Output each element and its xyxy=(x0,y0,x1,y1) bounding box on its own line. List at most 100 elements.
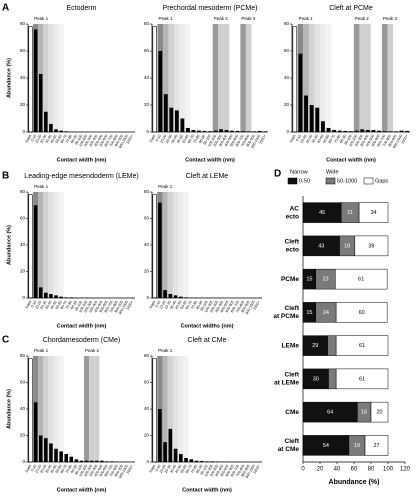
x-tick-label: 500-600 xyxy=(225,464,235,477)
peak-shade xyxy=(245,24,252,132)
bar xyxy=(354,130,359,132)
peak-shade xyxy=(240,24,246,132)
y-tick-label: 80 xyxy=(144,21,150,26)
x-tick-label: 80-90 xyxy=(70,464,78,474)
x-tick-label: 1000+ xyxy=(253,464,262,475)
bar xyxy=(44,111,48,132)
x-tick-label: 500-600 xyxy=(229,134,239,147)
value-label: 64 xyxy=(327,410,333,416)
x-tick-label: 20-30 xyxy=(164,464,172,474)
peak-label: Peak 2 xyxy=(214,16,229,21)
x-tick-label: 50-60 xyxy=(55,300,63,310)
bar xyxy=(343,130,348,132)
bar-segment xyxy=(358,202,389,223)
x-tick-label: 500-600 xyxy=(99,464,109,477)
x-tick-label: 60-70 xyxy=(187,134,195,144)
bar xyxy=(152,358,157,463)
peak-shade xyxy=(387,24,394,132)
bar xyxy=(298,53,303,133)
x-tick-label: 0-10 xyxy=(155,134,162,142)
x-tick-label: 400-500 xyxy=(224,134,234,147)
x-tick-label: 10-20 xyxy=(34,464,42,474)
y-tick-label: 80 xyxy=(20,189,26,194)
y-tick-label: 80 xyxy=(144,189,150,194)
x-tick-label: 20-30 xyxy=(39,300,47,310)
y-tick-label: 0 xyxy=(22,459,25,464)
peak-label: Peak 2 xyxy=(85,348,100,353)
x-tick-label: Gaps xyxy=(289,134,297,144)
x-tick-label: 50-60 xyxy=(182,134,190,144)
bar xyxy=(315,107,320,132)
peak-shade xyxy=(168,24,175,132)
bar xyxy=(168,428,173,462)
peak-shade xyxy=(167,356,173,462)
bar xyxy=(365,129,370,132)
x-tick-label: 70-80 xyxy=(65,464,73,474)
x-tick-label: 70-80 xyxy=(190,300,198,310)
x-tick-label: 70-80 xyxy=(65,300,73,310)
category-label: LEMe xyxy=(282,342,300,349)
x-tick-label: 60-70 xyxy=(60,300,68,310)
y-tick-label: 60 xyxy=(144,216,150,221)
x-tick-label: 200-300 xyxy=(83,300,93,313)
peak-shade xyxy=(58,356,64,462)
x-tick-label: 30-40 xyxy=(311,134,319,144)
bar xyxy=(158,51,163,132)
chart-title: Cleft at LEMe xyxy=(186,173,229,180)
value-label: 16 xyxy=(361,410,367,416)
peak-shade xyxy=(172,356,179,462)
x-tick-label: 600-700 xyxy=(104,300,114,313)
x-tick-label: Gaps xyxy=(24,300,32,310)
value-label: 61 xyxy=(359,343,365,349)
y-tick-label: 80 xyxy=(144,353,150,358)
peak-label: Peak 1 xyxy=(158,184,173,189)
bar xyxy=(320,121,325,132)
value-label: 30 xyxy=(313,376,319,382)
x-tick-label: 10-20 xyxy=(159,300,167,310)
bar-segment xyxy=(335,368,389,390)
x-tick-label: 500-600 xyxy=(99,300,109,313)
y-tick-label: 0 xyxy=(146,295,149,300)
y-tick-label: 20 xyxy=(144,269,150,274)
x-tick-label: 100-200 xyxy=(204,464,214,477)
y-tick-label: 20 xyxy=(20,433,26,438)
value-label: 23 xyxy=(322,277,328,283)
x-tick-label: 10-20 xyxy=(34,134,42,144)
bar xyxy=(224,129,229,132)
peak-label: Peak 1 xyxy=(299,16,314,21)
x-tick-label: 1000+ xyxy=(126,134,135,145)
y-tick-label: 0 xyxy=(146,129,149,134)
category-label: at CMe xyxy=(278,446,300,453)
x-tick-label: 70-80 xyxy=(190,464,198,474)
x-tick-label: 50-60 xyxy=(180,464,188,474)
bar xyxy=(360,129,365,132)
x-tick-label: 50-60 xyxy=(180,300,188,310)
bar xyxy=(59,130,63,132)
bar xyxy=(33,29,38,132)
bar-segment xyxy=(335,268,388,290)
chart-title: Leading-edge mesendoderm (LEMe) xyxy=(24,173,138,180)
value-label: 24 xyxy=(323,310,329,316)
x-tick-label: 20-30 xyxy=(164,300,172,310)
y-axis-label: Abundance (%) xyxy=(6,389,12,429)
bar xyxy=(173,448,178,462)
x-tick-label: 400-500 xyxy=(94,464,104,477)
category-label: AC xyxy=(290,205,300,212)
value-label: 61 xyxy=(359,376,365,382)
legend-label: Gaps xyxy=(375,178,388,184)
x-tick-label: 800-900 xyxy=(114,134,124,147)
panel-letter: C xyxy=(2,335,9,346)
x-tick-label: 20-30 xyxy=(39,464,47,474)
x-tick-label: 600-700 xyxy=(104,464,114,477)
x-tick-label: 1000+ xyxy=(126,464,135,475)
peak-shade xyxy=(58,24,64,132)
peak-shade xyxy=(48,356,54,462)
x-tick-label: 90-100 xyxy=(344,134,353,146)
x-tick-label: 50-60 xyxy=(55,134,63,144)
x-tick-label: 40-50 xyxy=(50,300,58,310)
peak-shade xyxy=(320,24,326,132)
category-label: at LEMe xyxy=(274,380,299,387)
value-label: 21 xyxy=(347,210,353,216)
x-tick-label: 500-600 xyxy=(371,134,381,147)
x-axis-label: Contact width (nm) xyxy=(185,157,235,163)
